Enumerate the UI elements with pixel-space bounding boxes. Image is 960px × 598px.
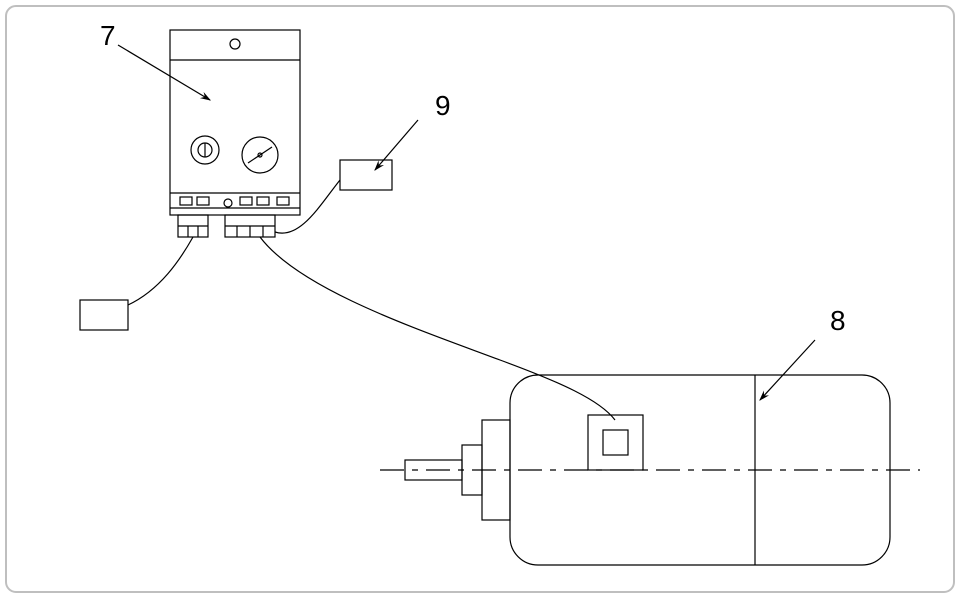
schematic-canvas: 7 9 8 [0, 0, 960, 598]
motor-junction-inner [603, 430, 628, 455]
motor-junction-box [588, 415, 643, 470]
controller-outer [170, 30, 300, 215]
controller-dial-right [242, 137, 278, 173]
page-frame [6, 6, 954, 592]
aux-box-right [340, 160, 392, 190]
wire-controller-to-right-box [275, 180, 340, 233]
aux-box-left [80, 300, 128, 330]
wire-controller-to-left-box [128, 237, 193, 305]
leader-8 [760, 340, 815, 400]
leader-9 [375, 120, 418, 170]
controller-port-row [170, 193, 300, 208]
controller-connector-blocks [178, 215, 275, 237]
wire-controller-to-motor [260, 237, 615, 420]
controller-top-hole [230, 39, 240, 49]
label-8: 8 [830, 305, 846, 336]
controller-device [170, 30, 300, 237]
label-9: 9 [435, 90, 451, 121]
label-7: 7 [100, 20, 116, 51]
leader-7 [118, 45, 210, 100]
controller-dial-left [191, 136, 219, 164]
